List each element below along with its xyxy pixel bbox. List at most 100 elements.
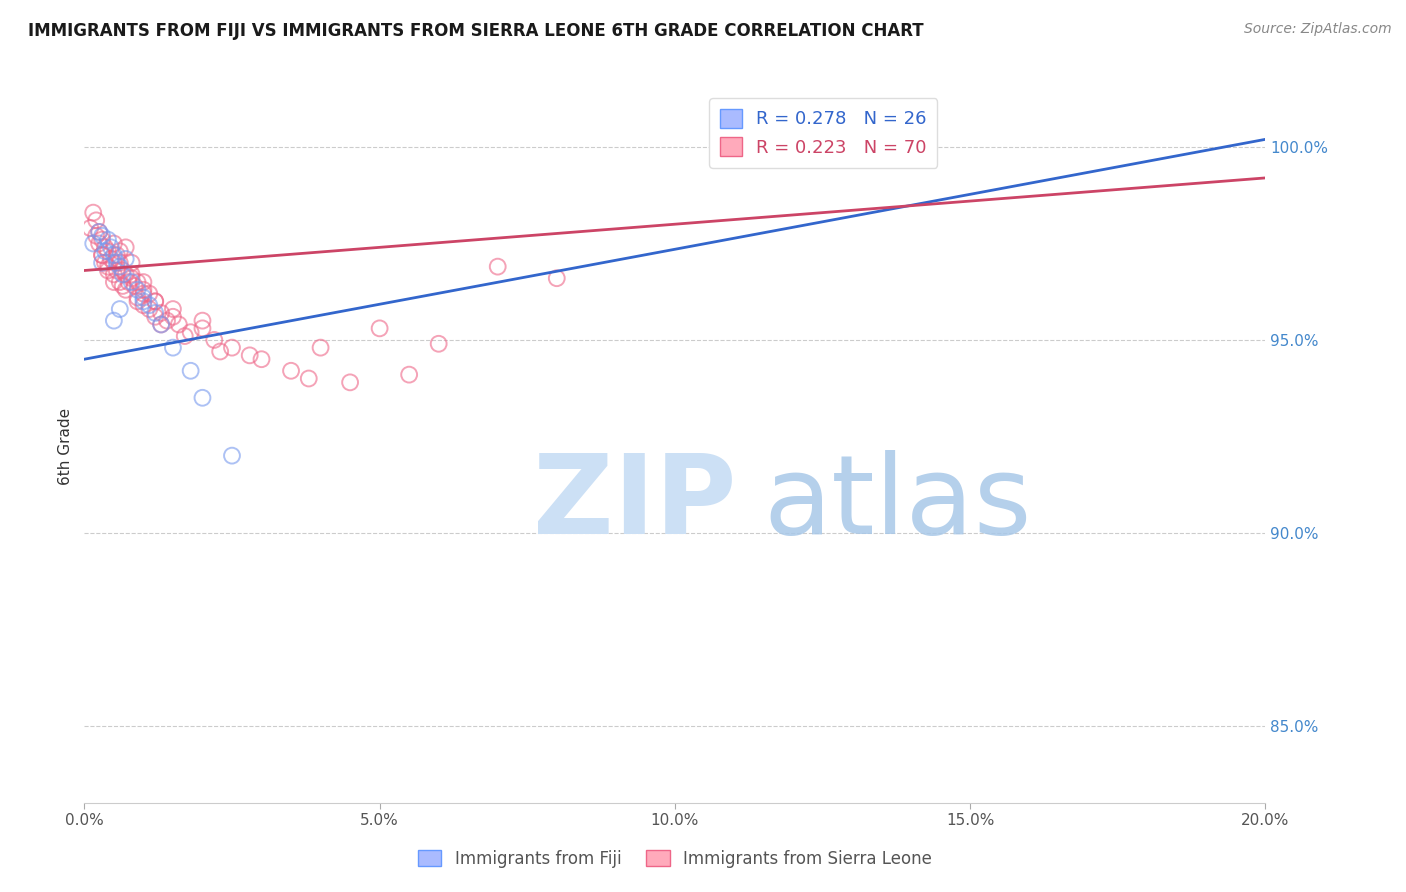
Point [124,279,146,293]
Point [143,310,166,324]
Point [108,260,131,274]
Point [221,341,243,355]
Point [202,333,225,347]
Point [84,228,107,243]
Point [173,329,195,343]
Point [100,252,122,266]
Point [150,306,173,320]
Point [103,275,125,289]
Point [127,294,149,309]
Point [105,256,128,270]
Point [167,318,190,332]
Point [309,341,332,355]
Point [427,336,450,351]
Point [84,213,107,227]
Point [143,294,166,309]
Point [138,301,160,316]
Point [103,256,125,270]
Point [97,244,120,259]
Point [121,275,143,289]
Point [143,306,166,320]
Point [162,310,184,324]
Point [280,364,302,378]
Point [114,283,136,297]
Point [127,275,149,289]
Point [127,283,149,297]
Point [132,286,155,301]
Point [103,268,125,282]
Point [79,221,101,235]
Point [91,248,114,262]
Point [486,260,509,274]
Point [82,236,104,251]
Point [103,236,125,251]
Point [87,225,111,239]
Point [91,248,114,262]
Point [221,449,243,463]
Point [132,298,155,312]
Point [150,318,173,332]
Point [100,240,122,254]
Point [108,244,131,259]
Point [250,352,273,367]
Legend: Immigrants from Fiji, Immigrants from Sierra Leone: Immigrants from Fiji, Immigrants from Si… [412,844,938,875]
Point [180,325,202,339]
Point [82,205,104,219]
Text: Source: ZipAtlas.com: Source: ZipAtlas.com [1244,22,1392,37]
Point [132,275,155,289]
Point [103,248,125,262]
Point [94,256,117,270]
Point [191,391,214,405]
Y-axis label: 6th Grade: 6th Grade [58,408,73,484]
Point [150,318,173,332]
Point [180,364,202,378]
Point [239,348,262,362]
Point [209,344,232,359]
Point [91,256,114,270]
Point [114,252,136,266]
Point [114,240,136,254]
Legend: R = 0.278   N = 26, R = 0.223   N = 70: R = 0.278 N = 26, R = 0.223 N = 70 [709,98,938,168]
Point [911,125,934,139]
Point [398,368,420,382]
Point [108,301,131,316]
Point [105,263,128,277]
Point [132,294,155,309]
Point [298,371,321,385]
Point [91,233,114,247]
Point [143,294,166,309]
Point [138,298,160,312]
Point [111,279,134,293]
Point [368,321,391,335]
Point [138,286,160,301]
Point [121,256,143,270]
Point [156,313,179,327]
Point [132,283,155,297]
Point [94,244,117,259]
Point [132,291,155,305]
Point [546,271,568,285]
Point [105,248,128,262]
Point [87,236,111,251]
Point [97,263,120,277]
Point [118,275,141,289]
Point [108,256,131,270]
Point [103,313,125,327]
Point [127,291,149,305]
Point [111,268,134,282]
Text: ZIP: ZIP [533,450,737,557]
Point [191,321,214,335]
Point [339,376,361,390]
Point [111,263,134,277]
Point [121,271,143,285]
Point [162,301,184,316]
Point [114,268,136,282]
Point [97,233,120,247]
Point [97,260,120,274]
Point [91,228,114,243]
Text: IMMIGRANTS FROM FIJI VS IMMIGRANTS FROM SIERRA LEONE 6TH GRADE CORRELATION CHART: IMMIGRANTS FROM FIJI VS IMMIGRANTS FROM … [28,22,924,40]
Point [87,225,111,239]
Point [121,268,143,282]
Point [94,240,117,254]
Point [162,341,184,355]
